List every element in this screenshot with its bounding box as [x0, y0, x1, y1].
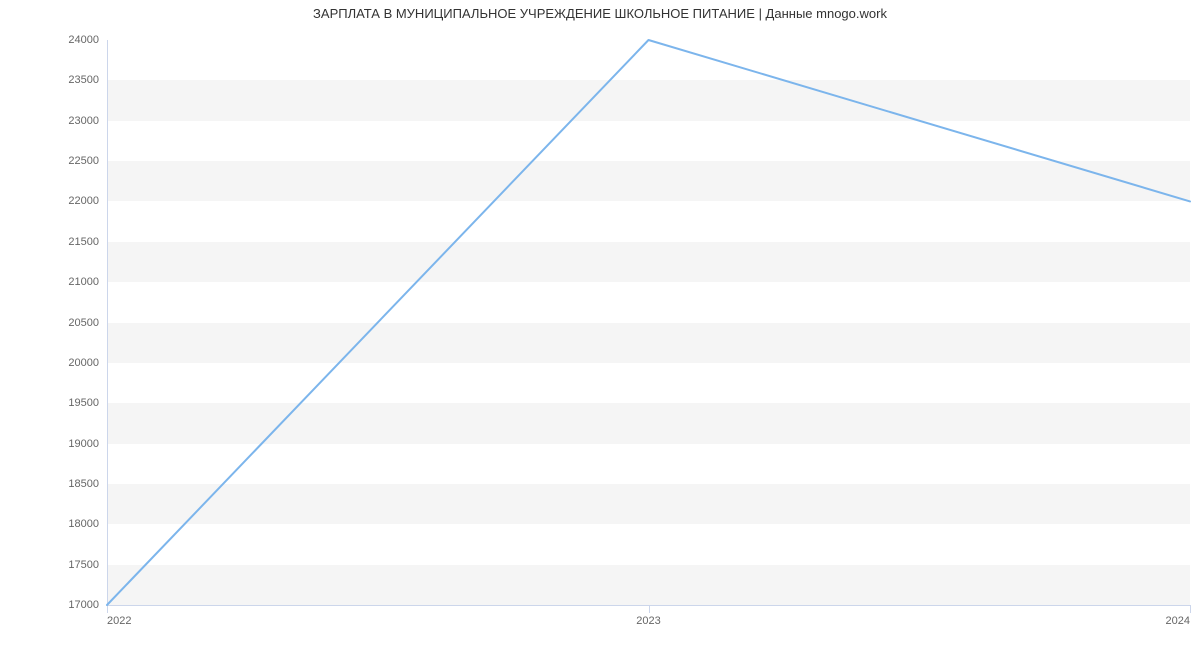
y-tick-label: 23000: [68, 115, 99, 127]
x-tick-label: 2024: [1166, 615, 1190, 627]
y-tick-label: 17500: [68, 559, 99, 571]
y-tick-label: 19000: [68, 438, 99, 450]
y-tick-label: 23500: [68, 74, 99, 86]
x-tick-mark: [1190, 605, 1191, 613]
y-tick-label: 22000: [68, 195, 99, 207]
y-tick-label: 17000: [68, 599, 99, 611]
plot-area: 1700017500180001850019000195002000020500…: [107, 40, 1190, 605]
y-tick-label: 22500: [68, 155, 99, 167]
x-tick-label: 2023: [636, 615, 660, 627]
y-tick-label: 18000: [68, 518, 99, 530]
x-tick-mark: [107, 605, 108, 613]
y-tick-label: 21500: [68, 236, 99, 248]
y-tick-label: 18500: [68, 478, 99, 490]
y-tick-label: 20500: [68, 317, 99, 329]
salary-line-chart: ЗАРПЛАТА В МУНИЦИПАЛЬНОЕ УЧРЕЖДЕНИЕ ШКОЛ…: [0, 0, 1200, 650]
y-tick-label: 20000: [68, 357, 99, 369]
y-tick-label: 24000: [68, 34, 99, 46]
y-tick-label: 21000: [68, 276, 99, 288]
x-tick-label: 2022: [107, 615, 131, 627]
chart-title: ЗАРПЛАТА В МУНИЦИПАЛЬНОЕ УЧРЕЖДЕНИЕ ШКОЛ…: [0, 6, 1200, 21]
y-tick-label: 19500: [68, 397, 99, 409]
line-series: [107, 40, 1190, 605]
x-tick-mark: [649, 605, 650, 613]
